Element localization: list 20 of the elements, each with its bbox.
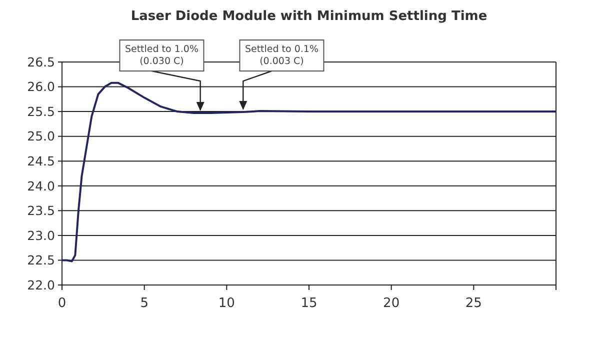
x-tick-label: 25: [465, 296, 482, 311]
y-tick-label: 25.0: [27, 128, 56, 144]
x-tick-label: 15: [300, 296, 318, 311]
y-tick-label: 22.0: [27, 277, 56, 292]
y-tick-label: 25.5: [27, 104, 55, 119]
y-tick-label: 22.5: [27, 252, 55, 268]
chart-title: Laser Diode Module with Minimum Settling Time: [130, 9, 488, 24]
y-tick-label: 23.0: [27, 228, 56, 243]
annotation: Settled to 1.0% (0.030 C): [124, 44, 199, 67]
x-tick-label: 5: [140, 296, 148, 311]
x-tick-label: 0: [58, 296, 66, 311]
y-tick-label: 26.5: [27, 54, 55, 70]
annotation: Settled to 0.1% (0.003 C): [244, 44, 319, 67]
y-tick-label: 26.0: [27, 79, 56, 94]
y-tick-label: 23.5: [27, 203, 55, 218]
x-tick-label: 10: [218, 296, 235, 311]
x-tick-label: 20: [383, 296, 400, 311]
line-series: [61, 82, 557, 262]
y-tick-label: 24.5: [27, 153, 55, 168]
y-tick-label: 24.0: [27, 178, 56, 194]
